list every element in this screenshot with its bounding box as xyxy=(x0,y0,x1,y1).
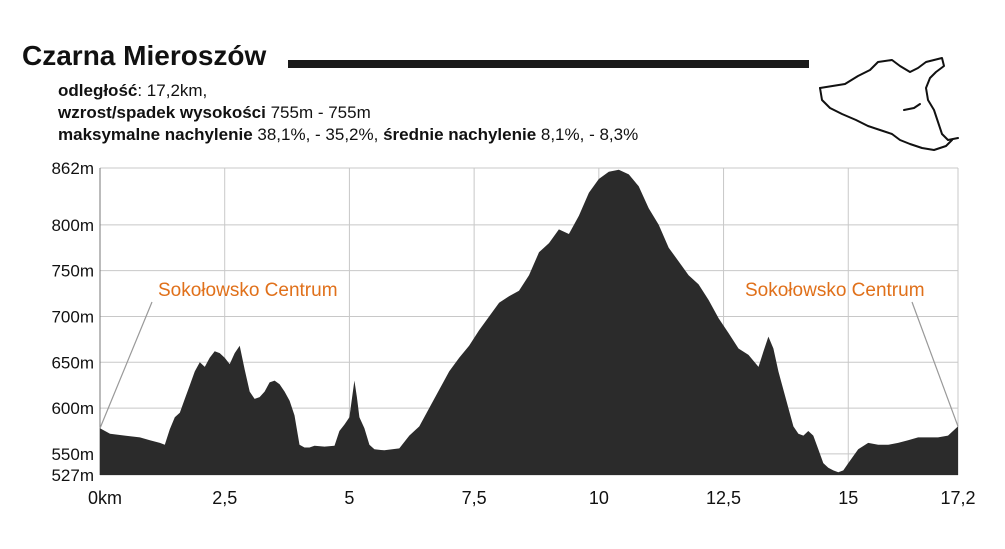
x-tick-label: 7,5 xyxy=(462,488,487,508)
title-underline xyxy=(288,60,809,68)
max-slope-value: 38,1%, - 35,2%, xyxy=(252,125,384,144)
y-tick-label: 600m xyxy=(51,399,94,418)
slope-row: maksymalne nachylenie 38,1%, - 35,2%, śr… xyxy=(58,124,638,146)
distance-label: odległość xyxy=(58,81,138,100)
annotation-leader-line xyxy=(911,301,959,427)
y-tick-label: 527m xyxy=(51,466,94,485)
route-map-icon xyxy=(819,57,959,151)
x-tick-label: 2,5 xyxy=(212,488,237,508)
distance-value: : 17,2km, xyxy=(137,81,208,100)
avg-slope-value: 8,1%, - 8,3% xyxy=(536,125,639,144)
route-stats: odległość: 17,2km, wzrost/spadek wysokoś… xyxy=(58,80,638,146)
distance-row: odległość: 17,2km, xyxy=(58,80,638,102)
x-tick-label: 10 xyxy=(589,488,609,508)
y-tick-label: 550m xyxy=(51,445,94,464)
elevation-area xyxy=(100,169,958,476)
annotation-label: Sokołowsko Centrum xyxy=(158,280,338,301)
y-tick-label: 650m xyxy=(51,353,94,372)
annotation-label: Sokołowsko Centrum xyxy=(745,280,925,301)
annotation-leader-line xyxy=(99,301,153,429)
y-tick-label: 750m xyxy=(51,262,94,281)
route-title: Czarna Mieroszów xyxy=(22,40,267,71)
elevation-label: wzrost/spadek wysokości xyxy=(58,103,266,122)
x-tick-label: 5 xyxy=(344,488,354,508)
y-tick-label: 700m xyxy=(51,307,94,326)
x-tick-label: 15 xyxy=(838,488,858,508)
max-slope-label: maksymalne nachylenie xyxy=(58,125,253,144)
x-tick-label: 0km xyxy=(88,488,122,508)
x-tick-label: 17,2 xyxy=(940,488,975,508)
x-tick-label: 12,5 xyxy=(706,488,741,508)
avg-slope-label: średnie nachylenie xyxy=(383,125,537,144)
elevation-value: 755m - 755m xyxy=(265,103,371,122)
y-tick-label: 800m xyxy=(51,216,94,235)
elevation-row: wzrost/spadek wysokości 755m - 755m xyxy=(58,102,638,124)
y-tick-label: 862m xyxy=(51,159,94,178)
